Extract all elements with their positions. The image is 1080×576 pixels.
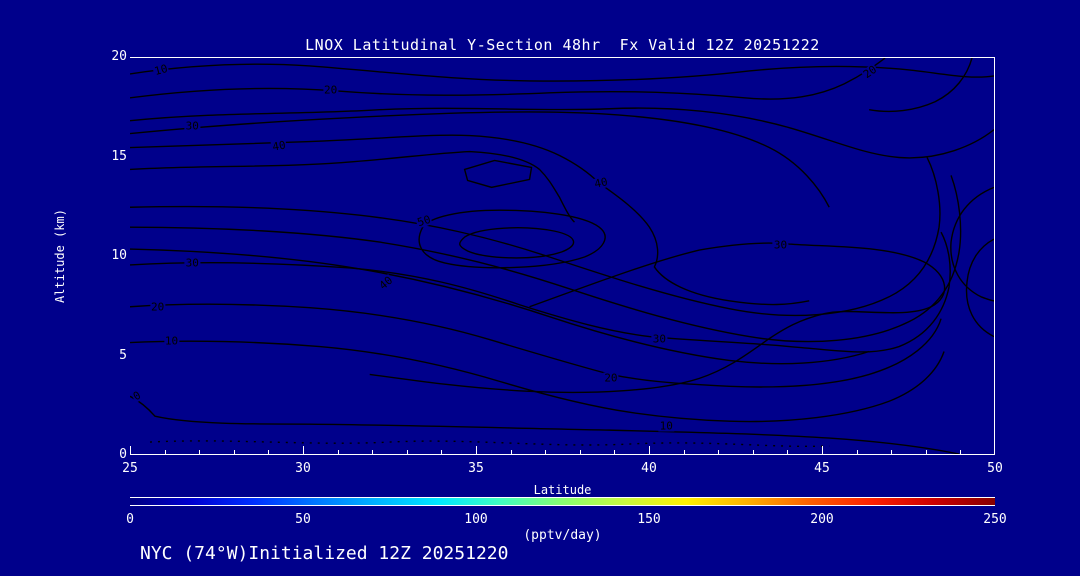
x-axis-major-tick <box>303 446 304 454</box>
x-axis-minor-tick <box>891 450 893 454</box>
x-axis-minor-tick <box>545 450 547 454</box>
contour-label: 30 <box>184 119 200 133</box>
x-axis-minor-tick <box>718 450 720 454</box>
contour-label: 30 <box>651 332 667 346</box>
contour-label: 20 <box>323 83 339 97</box>
colorbar-tick-label: 100 <box>464 512 488 527</box>
contour-label: 20 <box>603 371 619 385</box>
contour-lines-svg <box>130 58 994 454</box>
x-axis-minor-tick <box>510 450 512 454</box>
y-tick-label: 5 <box>119 347 127 363</box>
x-axis-minor-tick <box>683 450 685 454</box>
contour-label: 40 <box>591 175 610 192</box>
x-axis-minor-tick <box>337 450 339 454</box>
colorbar-tick-label: 50 <box>295 512 311 527</box>
contour-label: 10 <box>658 419 674 433</box>
x-tick-label: 45 <box>814 461 830 476</box>
x-axis-major-tick <box>994 446 995 454</box>
x-tick-label: 35 <box>468 461 484 476</box>
x-axis-minor-tick <box>268 450 270 454</box>
colorbar-tick-label: 250 <box>983 512 1007 527</box>
y-tick-label: 15 <box>111 148 127 164</box>
x-axis-major-tick <box>476 446 477 454</box>
colorbar-tick-label: 200 <box>810 512 834 527</box>
x-axis-minor-tick <box>233 450 235 454</box>
x-axis-minor-tick <box>579 450 581 454</box>
contour-label: 40 <box>270 137 288 154</box>
y-tick-label: 10 <box>111 248 127 263</box>
x-axis-minor-tick <box>925 450 927 454</box>
x-axis-minor-tick <box>441 450 443 454</box>
contour-label: 20 <box>150 300 166 314</box>
x-axis-minor-tick <box>752 450 754 454</box>
contour-label: 30 <box>772 238 789 252</box>
colorbar-tick-label: 150 <box>637 512 661 527</box>
x-axis-minor-tick <box>406 450 408 454</box>
colorbar-gradient <box>130 497 995 506</box>
contour-label: 30 <box>184 256 200 270</box>
x-axis-minor-tick <box>614 450 616 454</box>
x-tick-label: 25 <box>122 461 138 476</box>
y-tick-label: 0 <box>119 447 127 462</box>
x-tick-label: 30 <box>295 461 311 476</box>
colorbar-tick-label: 0 <box>126 512 134 527</box>
y-tick-label: 20 <box>111 49 127 64</box>
x-axis-minor-tick <box>787 450 789 454</box>
x-axis-major-tick <box>649 446 650 454</box>
contour-label: 10 <box>152 61 170 78</box>
x-axis-minor-tick <box>960 450 962 454</box>
x-axis-minor-tick <box>164 450 166 454</box>
colorbar-unit-label: (pptv/day) <box>523 528 602 543</box>
plot-title: LNOX Latitudinal Y-Section 48hr Fx Valid… <box>305 36 820 54</box>
x-tick-label: 50 <box>987 461 1003 476</box>
x-axis-minor-tick <box>199 450 201 454</box>
plot-area: 10 20 30 40 20 40 50 30 30 40 20 30 10 20 0 10 <box>130 57 995 455</box>
x-axis-major-tick <box>130 446 131 454</box>
footer-caption: NYC (74°W)Initialized 12Z 20251220 <box>140 543 509 564</box>
x-axis-minor-tick <box>856 450 858 454</box>
x-tick-label: 40 <box>641 461 657 476</box>
contour-lines <box>130 58 994 454</box>
y-axis-title: Altitude (km) <box>53 209 67 303</box>
contour-label: 10 <box>163 334 180 348</box>
x-axis-minor-tick <box>372 450 374 454</box>
x-axis-title: Latitude <box>533 483 592 497</box>
x-axis-major-tick <box>822 446 823 454</box>
